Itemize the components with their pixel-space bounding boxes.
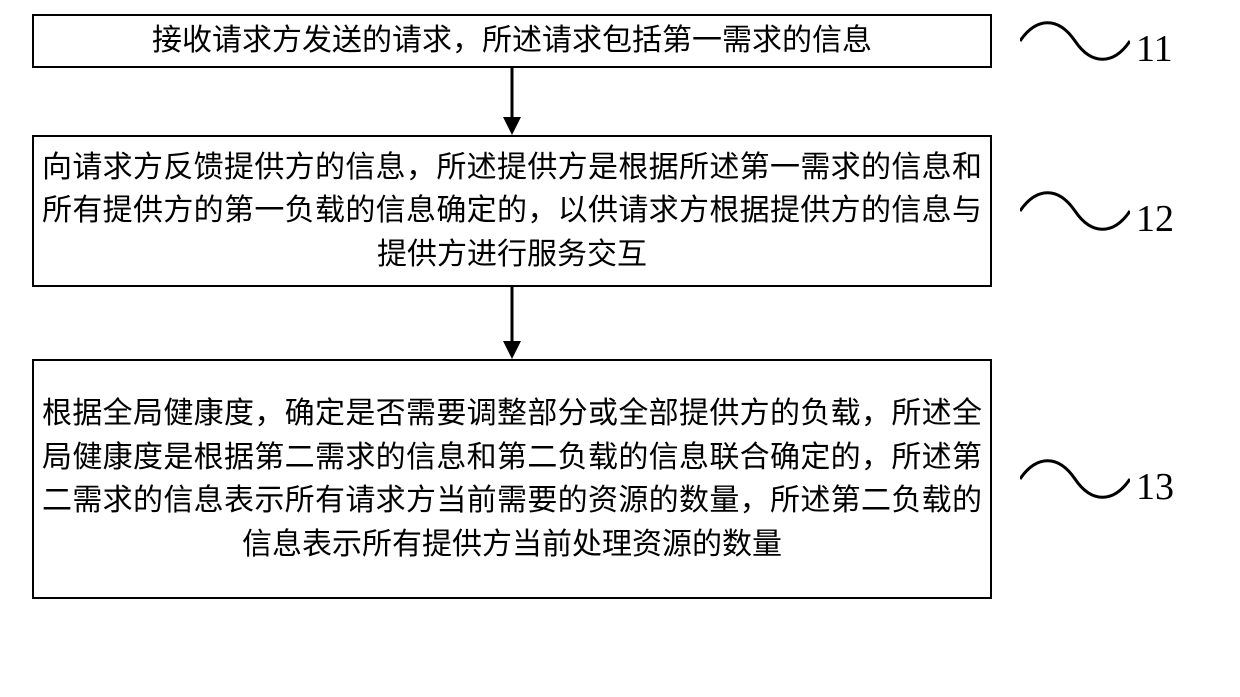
wave-icon [1020,182,1130,240]
arrow-step-11-to-step-12 [500,68,524,135]
flow-step-row: 接收请求方发送的请求，所述请求包括第一需求的信息11 [32,14,992,68]
step-11-box: 接收请求方发送的请求，所述请求包括第一需求的信息 [32,14,992,68]
wave-icon [1020,12,1130,70]
arrow-step-12-to-step-13 [500,287,524,359]
step-11-text: 接收请求方发送的请求，所述请求包括第一需求的信息 [152,19,872,63]
flow-step-row: 根据全局健康度，确定是否需要调整部分或全部提供方的负载，所述全局健康度是根据第二… [32,359,992,599]
step-12-label: 12 [1136,197,1174,241]
flow-step-row: 向请求方反馈提供方的信息，所述提供方是根据所述第一需求的信息和所有提供方的第一负… [32,135,992,287]
step-11-connector: 11 [1020,12,1173,70]
step-13-text: 根据全局健康度，确定是否需要调整部分或全部提供方的负载，所述全局健康度是根据第二… [42,392,982,566]
step-12-text: 向请求方反馈提供方的信息，所述提供方是根据所述第一需求的信息和所有提供方的第一负… [42,146,982,277]
step-13-connector: 13 [1020,450,1174,508]
step-13-box: 根据全局健康度，确定是否需要调整部分或全部提供方的负载，所述全局健康度是根据第二… [32,359,992,599]
step-13-label: 13 [1136,465,1174,509]
step-12-connector: 12 [1020,182,1174,240]
step-11-label: 11 [1136,27,1173,71]
step-12-box: 向请求方反馈提供方的信息，所述提供方是根据所述第一需求的信息和所有提供方的第一负… [32,135,992,287]
wave-icon [1020,450,1130,508]
